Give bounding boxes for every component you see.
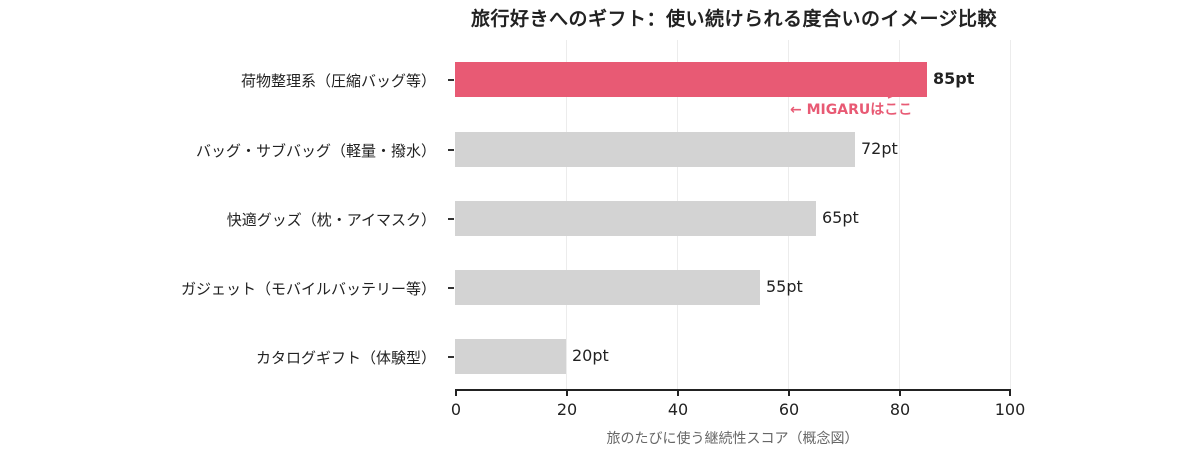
y-tick [448, 149, 454, 151]
chart-title: 旅行好きへのギフト：使い続けられる度合いのイメージ比較 [470, 8, 998, 30]
value-label-4: 20pt [572, 346, 609, 365]
x-axis-label: 旅のたびに使う継続性スコア（概念図） [606, 431, 859, 447]
x-tick [566, 389, 568, 396]
x-tick [899, 389, 901, 396]
category-label-1: バッグ・サブバッグ（軽量・撥水） [195, 142, 436, 160]
bar-1 [455, 132, 855, 167]
plot-area: 85pt 72pt 65pt 55pt 20pt [455, 40, 1011, 389]
y-tick [448, 356, 454, 358]
value-label-0: 85pt [933, 69, 975, 88]
value-label-1: 72pt [861, 139, 898, 158]
bar-0 [455, 62, 927, 97]
x-axis [455, 389, 1011, 391]
x-tick-label: 80 [889, 400, 911, 419]
x-tick [1009, 389, 1011, 396]
y-tick [448, 79, 454, 81]
annotation-label: ← MIGARUはここ [790, 102, 913, 118]
gridline [899, 40, 900, 389]
x-tick [788, 389, 790, 396]
bar-2 [455, 201, 816, 236]
gridline [1010, 40, 1011, 389]
category-label-2: 快適グッズ（枕・アイマスク） [226, 211, 436, 229]
category-label-4: カタログギフト（体験型） [255, 349, 436, 367]
x-tick [677, 389, 679, 396]
x-tick-label: 60 [778, 400, 800, 419]
value-label-3: 55pt [766, 277, 803, 296]
y-tick [448, 218, 454, 220]
x-tick-label: 40 [667, 400, 689, 419]
x-tick-label: 0 [450, 400, 462, 419]
category-label-0: 荷物整理系（圧縮バッグ等） [240, 72, 436, 90]
bar-4 [455, 339, 566, 374]
x-tick-label: 20 [556, 400, 578, 419]
x-tick [455, 389, 457, 396]
bar-3 [455, 270, 760, 305]
category-label-3: ガジェット（モバイルバッテリー等） [180, 280, 436, 298]
y-tick [448, 287, 454, 289]
x-tick-label: 100 [994, 400, 1026, 419]
value-label-2: 65pt [822, 208, 859, 227]
